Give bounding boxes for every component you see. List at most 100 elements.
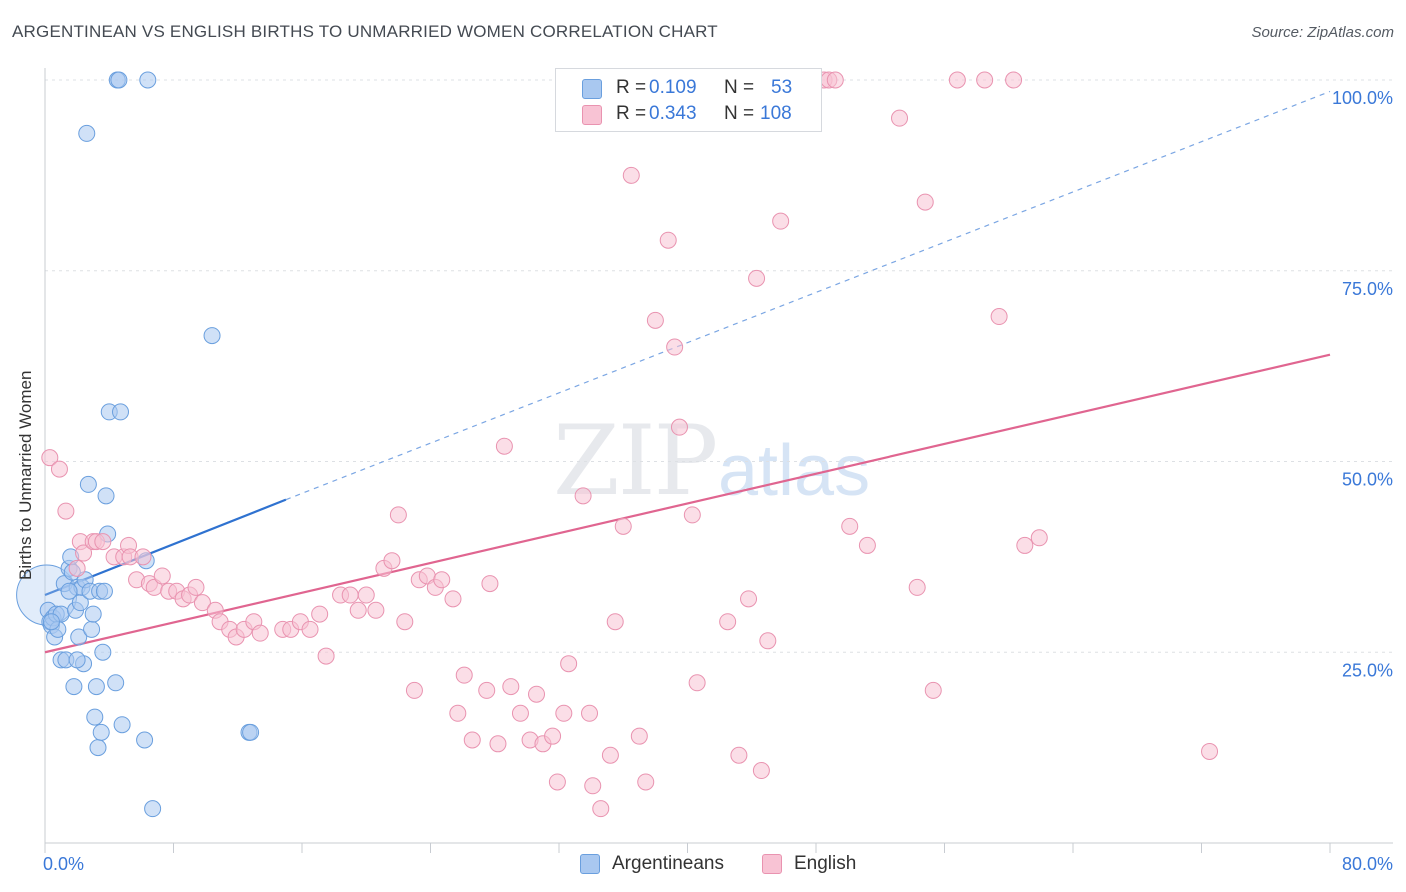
english-point (478, 681, 496, 699)
argentineans-trend-extension (285, 90, 1331, 501)
english-point (187, 578, 205, 596)
english-legend-icon (762, 854, 782, 874)
stats-row-english: R = 0.343 N = 108 (556, 101, 821, 127)
english-point (646, 311, 664, 329)
english-swatch-icon (582, 105, 602, 125)
source-credit: Source: ZipAtlas.com (1251, 24, 1394, 41)
english-trend-line (44, 353, 1331, 654)
watermark-atlas: atlas (718, 431, 871, 511)
english-point (311, 605, 329, 623)
english-point (41, 449, 59, 467)
english-point (560, 655, 578, 673)
english-point (601, 746, 619, 764)
english-point (251, 624, 269, 642)
n-value: 53 (771, 77, 793, 98)
english-point (341, 586, 359, 604)
argentineans-point (136, 731, 154, 749)
argentineans-point (94, 643, 112, 661)
argentineans-point (203, 327, 221, 345)
english-point (772, 212, 790, 230)
english-point (57, 502, 75, 520)
argentineans-point (89, 739, 107, 757)
english-point (740, 590, 758, 608)
english-point (622, 166, 640, 184)
argentineans-point (95, 582, 113, 600)
trend-lines (44, 90, 1331, 654)
english-point (759, 632, 777, 650)
argentineans-point (84, 605, 102, 623)
y-axis-title: Births to Unmarried Women (16, 370, 35, 580)
english-point (193, 594, 211, 612)
y-tick-label: 50.0% (1342, 470, 1393, 490)
english-point (433, 571, 451, 589)
r-label: R = (616, 103, 647, 124)
english-point (666, 338, 684, 356)
english-point (463, 731, 481, 749)
english-point (688, 674, 706, 692)
english-point (1005, 71, 1023, 89)
english-point (670, 418, 688, 436)
argentineans-point (78, 124, 96, 142)
english-point (383, 552, 401, 570)
english-point (396, 613, 414, 631)
english-point (405, 681, 423, 699)
english-point (730, 746, 748, 764)
english-point (841, 517, 859, 535)
english-point (614, 517, 632, 535)
argentineans-point (86, 708, 104, 726)
data-points (16, 71, 1219, 818)
argentineans-point (107, 674, 125, 692)
x-tick-label-max: 80.0% (1342, 854, 1393, 874)
english-point (389, 506, 407, 524)
legend-label: Argentineans (612, 853, 724, 874)
argentineans-point (139, 71, 157, 89)
argentineans-point (87, 678, 105, 696)
n-label: N = (724, 103, 755, 124)
english-point (606, 613, 624, 631)
english-point (317, 647, 335, 665)
english-point (50, 460, 68, 478)
chart-title: ARGENTINEAN VS ENGLISH BIRTHS TO UNMARRI… (12, 22, 718, 41)
english-point (948, 71, 966, 89)
english-point (1016, 536, 1034, 554)
english-point (134, 548, 152, 566)
english-point (584, 777, 602, 795)
argentineans-point (242, 723, 260, 741)
english-point (75, 544, 93, 562)
argentineans-point (70, 628, 88, 646)
stats-legend: R = 0.109 N = 53 R = 0.343 N = 108 (555, 68, 822, 132)
argentineans-point (65, 678, 83, 696)
argentineans-legend-icon (580, 854, 600, 874)
english-point (94, 533, 112, 551)
argentineans-point (68, 651, 86, 669)
y-tick-label: 75.0% (1342, 279, 1393, 299)
x-tick-label-min: 0.0% (43, 854, 84, 874)
argentineans-point (60, 582, 78, 600)
english-point (544, 727, 562, 745)
english-point (891, 109, 909, 127)
n-value: 108 (760, 103, 792, 124)
english-point (367, 601, 385, 619)
english-point (858, 536, 876, 554)
english-point (637, 773, 655, 791)
english-point (1201, 742, 1219, 760)
english-point (826, 71, 844, 89)
english-point (976, 71, 994, 89)
english-point (301, 620, 319, 638)
argentineans-point (144, 800, 162, 818)
english-point (449, 704, 467, 722)
english-point (455, 666, 473, 684)
english-point (548, 773, 566, 791)
argentineans-point (113, 716, 131, 734)
english-point (683, 506, 701, 524)
english-point (68, 559, 86, 577)
english-point (924, 681, 942, 699)
argentineans-point (111, 403, 129, 421)
english-point (481, 575, 499, 593)
english-point (495, 437, 513, 455)
english-point (719, 613, 737, 631)
y-tick-label: 25.0% (1342, 660, 1393, 680)
argentineans-point (79, 475, 97, 493)
english-point (502, 678, 520, 696)
